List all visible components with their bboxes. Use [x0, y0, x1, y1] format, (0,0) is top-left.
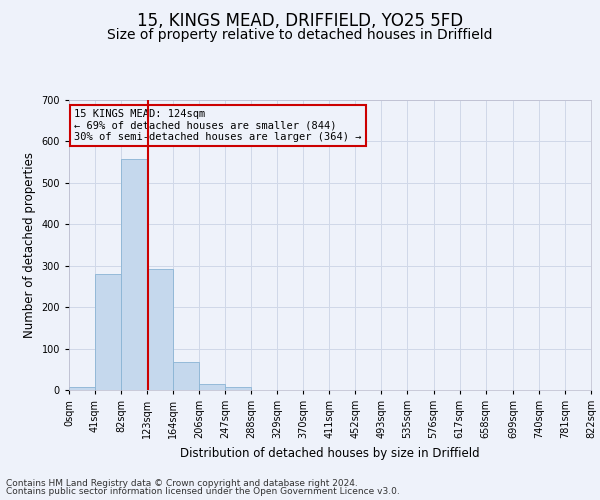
Bar: [199, 384, 225, 390]
Text: Size of property relative to detached houses in Driffield: Size of property relative to detached ho…: [107, 28, 493, 42]
Text: Contains public sector information licensed under the Open Government Licence v3: Contains public sector information licen…: [6, 487, 400, 496]
Bar: [173, 362, 199, 390]
Text: 15, KINGS MEAD, DRIFFIELD, YO25 5FD: 15, KINGS MEAD, DRIFFIELD, YO25 5FD: [137, 12, 463, 30]
Text: Contains HM Land Registry data © Crown copyright and database right 2024.: Contains HM Land Registry data © Crown c…: [6, 478, 358, 488]
Y-axis label: Number of detached properties: Number of detached properties: [23, 152, 36, 338]
Text: 15 KINGS MEAD: 124sqm
← 69% of detached houses are smaller (844)
30% of semi-det: 15 KINGS MEAD: 124sqm ← 69% of detached …: [74, 108, 362, 142]
X-axis label: Distribution of detached houses by size in Driffield: Distribution of detached houses by size …: [180, 446, 480, 460]
Bar: [69, 386, 95, 390]
Bar: [225, 386, 251, 390]
Bar: [121, 159, 147, 390]
Bar: [95, 274, 121, 390]
Bar: [147, 270, 173, 390]
